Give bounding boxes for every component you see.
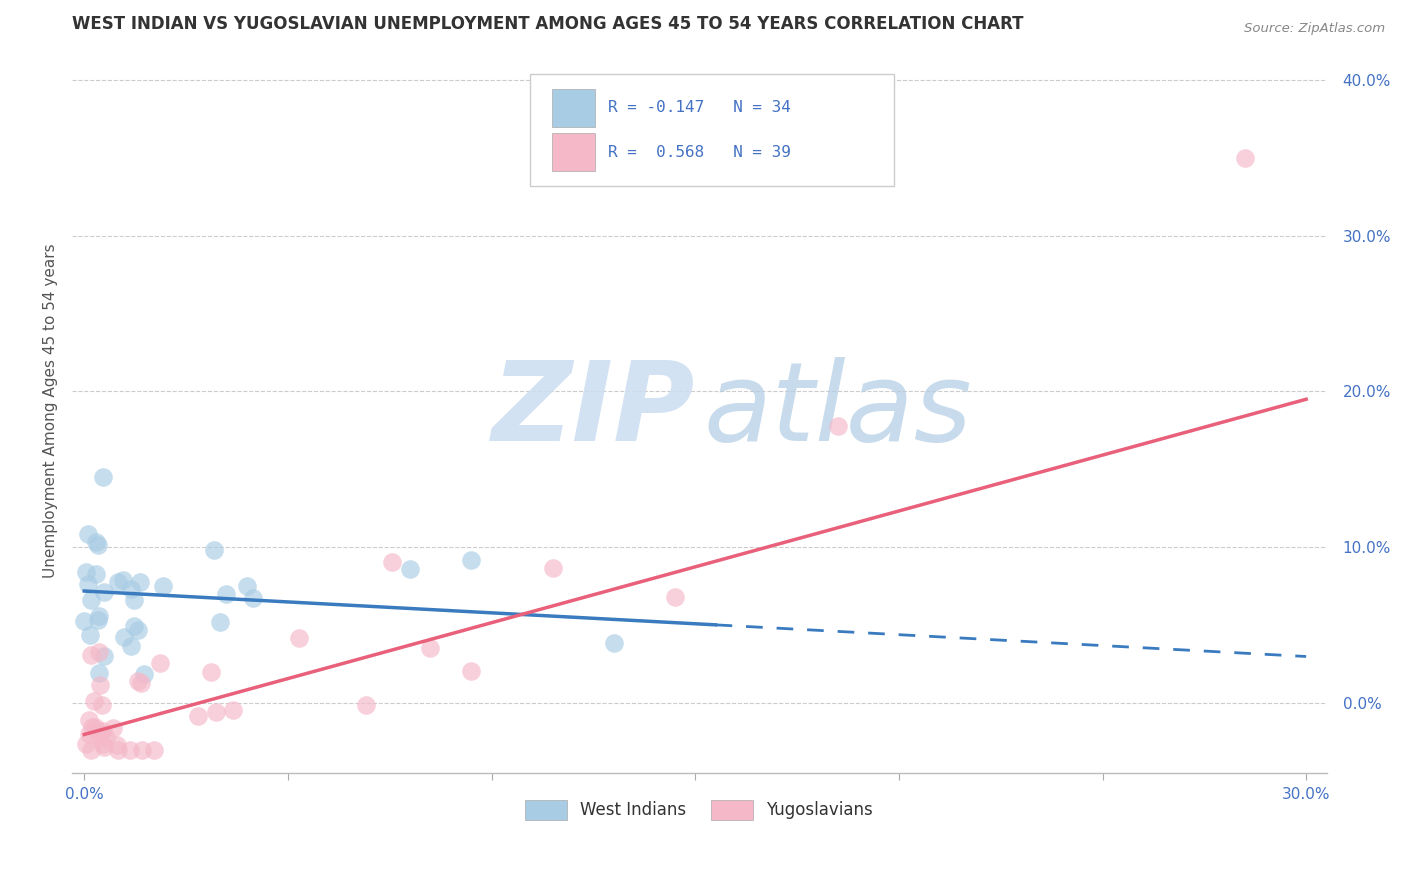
Point (79, 628, 101, 642)
Point (129, 574, 152, 589)
Point (399, 562, 422, 576)
Point (93, 648, 115, 663)
Point (86, 723, 108, 737)
Text: R = -0.147   N = 34: R = -0.147 N = 34 (607, 101, 790, 115)
Point (80, 720, 103, 734)
Point (143, 743, 166, 757)
Text: Source: ZipAtlas.com: Source: ZipAtlas.com (1244, 22, 1385, 36)
Point (460, 665, 482, 679)
Point (381, 555, 404, 569)
Point (89, 665, 111, 680)
Point (79, 648, 101, 663)
Point (86, 613, 108, 627)
Point (79, 593, 101, 607)
Point (120, 743, 142, 757)
Point (131, 743, 153, 757)
Point (221, 702, 243, 716)
Point (827, 418, 849, 433)
Point (112, 631, 135, 645)
Point (105, 738, 128, 752)
FancyBboxPatch shape (553, 133, 595, 171)
Point (208, 615, 231, 629)
FancyBboxPatch shape (530, 74, 894, 186)
Point (215, 587, 238, 601)
Point (83, 693, 105, 707)
Point (89, 728, 111, 742)
Point (242, 591, 264, 605)
Point (79, 713, 101, 727)
FancyBboxPatch shape (553, 89, 595, 127)
Point (204, 705, 226, 719)
Text: R =  0.568   N = 39: R = 0.568 N = 39 (607, 145, 790, 160)
Point (90, 698, 112, 712)
Point (287, 632, 309, 646)
Point (664, 591, 686, 605)
Point (122, 619, 145, 633)
Point (127, 623, 149, 637)
Point (541, 561, 564, 575)
Point (122, 592, 145, 607)
Point (235, 579, 257, 593)
Point (149, 656, 172, 670)
Point (129, 675, 152, 690)
Point (107, 743, 129, 757)
Point (77, 727, 100, 741)
Point (460, 553, 482, 567)
Point (132, 667, 155, 681)
Text: WEST INDIAN VS YUGOSLAVIAN UNEMPLOYMENT AMONG AGES 45 TO 54 YEARS CORRELATION CH: WEST INDIAN VS YUGOSLAVIAN UNEMPLOYMENT … (72, 15, 1024, 33)
Point (89, 678, 111, 692)
Point (86, 566, 108, 581)
Point (84, 720, 107, 734)
Point (603, 636, 626, 650)
Point (93, 723, 115, 738)
Point (202, 542, 225, 557)
Point (80, 743, 103, 757)
Point (127, 674, 149, 689)
Point (84, 535, 107, 549)
Point (96, 731, 118, 745)
Point (73, 614, 96, 628)
Point (187, 709, 209, 723)
Point (120, 639, 142, 653)
Point (120, 582, 142, 596)
Point (200, 665, 222, 679)
Point (152, 578, 174, 592)
Point (419, 641, 441, 656)
Point (75, 565, 97, 579)
Point (86, 538, 108, 552)
Point (1234, 151, 1257, 165)
Point (75, 737, 97, 751)
Point (77, 577, 100, 591)
Point (77, 527, 100, 541)
Point (91, 737, 114, 751)
Point (91, 470, 114, 484)
Text: ZIP: ZIP (492, 358, 696, 465)
Point (87, 645, 110, 659)
Legend: West Indians, Yugoslavians: West Indians, Yugoslavians (519, 793, 880, 827)
Text: atlas: atlas (703, 358, 972, 465)
Point (111, 573, 134, 587)
Point (101, 722, 124, 736)
Point (93, 739, 115, 754)
Y-axis label: Unemployment Among Ages 45 to 54 years: Unemployment Among Ages 45 to 54 years (44, 244, 58, 578)
Point (89, 609, 111, 624)
Point (354, 698, 377, 712)
Point (107, 575, 129, 590)
Point (93, 584, 115, 599)
